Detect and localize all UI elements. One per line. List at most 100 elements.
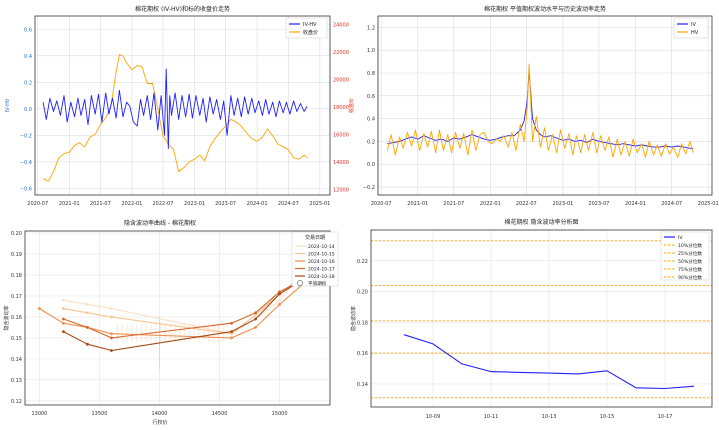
data-point [62,330,65,334]
x-tick-label: 2021-01 [59,201,80,207]
y-tick-label: −0.4 [20,160,32,166]
y-tick-label: 0.14 [11,357,22,363]
y2-tick-label: 18000 [333,105,349,111]
y-tick-label: 0.2 [367,139,375,145]
y-tick-label: 0.6 [367,94,375,100]
legend-title: 交易日期 [305,234,325,241]
x-tick-label: 2023-01 [552,201,573,207]
legend-label: 收盘价 [303,29,318,36]
plot-frame [377,15,713,196]
chart-title: 棉花期权 (IV-HV)和标的收盘价走势 [135,5,230,13]
y-tick-label: 0.6 [24,27,32,33]
legend-label: IV [678,235,683,241]
legend-label: 平值期权 [308,280,327,287]
legend-label: 2024-10-18 [308,274,335,280]
legend-label: 2024-10-17 [308,267,335,273]
y2-tick-label: 16000 [333,132,349,138]
x-tick-label: 2025-01 [698,201,719,207]
y2-tick-label: 24000 [333,22,349,28]
data-point [230,332,233,336]
y-tick-label: 0.13 [11,378,22,384]
x-tick-label: 10-09 [426,414,441,420]
legend-label: 50%分位数 [678,258,702,265]
data-point [278,298,281,302]
series-line-iv [403,334,695,390]
series-line-2024-10-16 [39,282,304,339]
legend: IV HV [673,17,709,39]
plot-frame [34,15,331,196]
y2-tick-label: 22000 [333,50,349,56]
y-tick-label: 0.0 [24,107,32,113]
legend-label: IV [691,22,696,28]
y-tick-label: 1.2 [367,25,375,31]
y-tick-label: −0.2 [363,185,375,191]
legend-label: 2024-10-16 [308,259,335,265]
data-point [278,302,281,306]
data-point [86,311,89,315]
data-point [62,321,65,325]
chart-4: 10-09 10-11 10-13 10-15 10-17 0.14 0.16 0.18 0.2… [350,218,713,420]
x-tick-label: 10-17 [658,414,673,420]
data-point [278,292,281,296]
x-tick-label: 2024-01 [625,201,646,207]
x-tick-label: 2021-07 [90,201,111,207]
series-line-hv [386,63,694,158]
data-point [62,307,65,310]
legend-label: 75%分位数 [678,266,702,273]
x-tick-label: 2025-01 [309,201,330,207]
y-axis-label: 隐含波动率 [350,306,357,331]
x-tick-label: 2022-07 [152,201,173,207]
y-tick-label: −0.6 [20,186,32,192]
y-tick-label: 0.16 [11,315,22,321]
legend-atm-marker [297,280,303,286]
x-tick-label: 2024-01 [247,201,268,207]
legend-label: 25%分位数 [678,250,702,257]
x-tick-label: 14000 [152,411,168,417]
y-tick-label: 0.20 [11,231,22,237]
x-tick-label: 15000 [272,411,288,417]
plot-frame [24,230,331,406]
data-point [230,321,233,325]
data-point [254,317,257,321]
y-tick-label: 0.20 [357,290,368,296]
x-tick-label: 10-13 [542,414,557,420]
y2-tick-label: 14000 [333,160,349,166]
x-tick-label: 2021-01 [407,201,428,207]
data-point [38,307,41,310]
y-tick-label: 0.15 [11,336,22,342]
plot-frame [370,229,713,408]
legend-box [660,231,710,281]
chart-1: 2020-07 2021-01 2021-07 2022-01 2022-07 2023-… [5,5,355,207]
series-line-iv-hv [42,68,308,150]
x-tick-label: 2023-01 [184,201,205,207]
x-tick-label: 2022-01 [480,201,501,207]
data-point [278,290,281,294]
data-point [110,315,113,319]
legend-box [673,17,709,39]
data-point [86,326,89,329]
legend-label: 10%分位数 [678,242,702,249]
data-point [254,313,257,317]
y2-tick-label: 20000 [333,77,349,83]
data-point [86,342,89,346]
data-point [230,336,233,340]
y-axis-label: IV-HV [5,98,11,112]
legend-box [291,231,339,287]
data-point [230,330,233,334]
legend-label: 2024-10-14 [308,244,335,250]
data-point [62,317,65,321]
y-tick-label: 0.19 [11,252,22,258]
grid [25,231,330,405]
chart-title: 棉花期权 平值期权波动水平与历史波动率走势 [484,5,606,13]
data-point [62,298,65,302]
chart-2: 2020-07 2021-01 2021-07 2022-01 2022-07 2023-… [363,5,719,207]
y-tick-label: 0.12 [11,399,22,405]
data-point [110,349,113,352]
legend-label: IV-HV [303,22,317,28]
chart-title: 隐含波动率曲线 - 棉花期权 [124,219,196,227]
